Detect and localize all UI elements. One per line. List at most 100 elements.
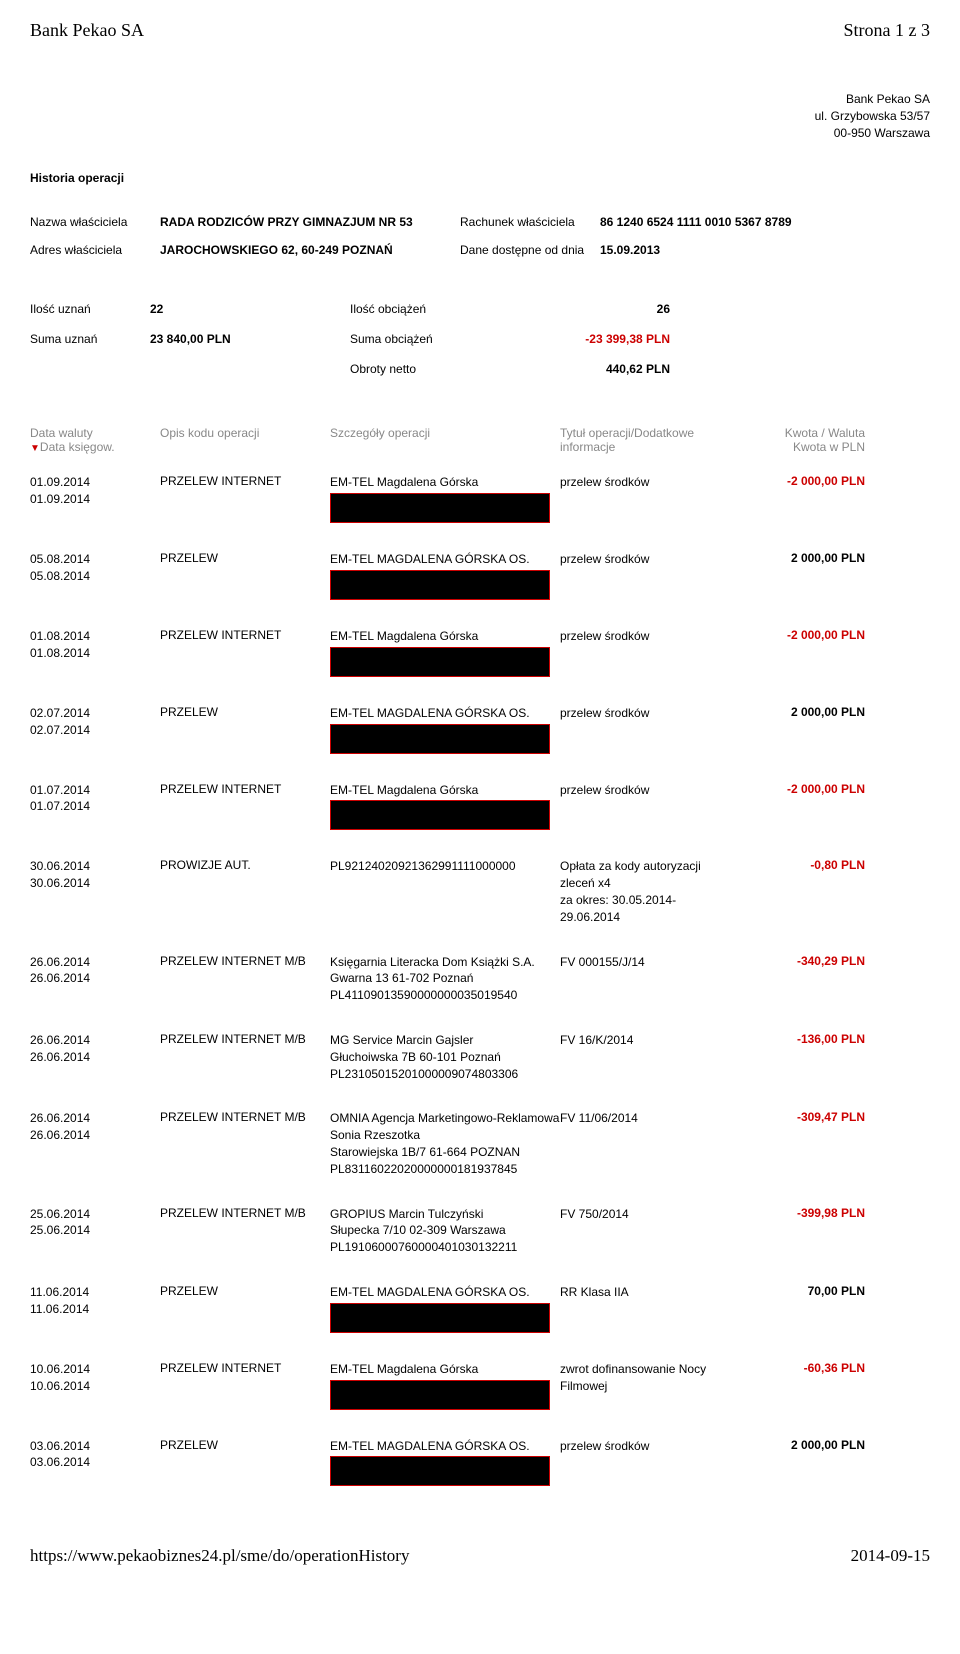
redacted-block	[330, 647, 550, 677]
redacted-block	[330, 1456, 550, 1486]
txn-dates: 10.06.201410.06.2014	[30, 1361, 160, 1395]
transaction-row: 25.06.201425.06.2014PRZELEW INTERNET M/B…	[30, 1206, 930, 1256]
history-title: Historia operacji	[30, 171, 930, 185]
txn-amount: -0,80 PLN	[735, 858, 865, 872]
txn-title: przelew środków	[560, 474, 735, 491]
col-date: Data waluty ▼Data księgow.	[30, 426, 160, 454]
credit-sum: 23 840,00 PLN	[150, 332, 350, 346]
txn-detail: EM-TEL MAGDALENA GÓRSKA OS.	[330, 551, 560, 600]
txn-detail: EM-TEL Magdalena Górska	[330, 628, 560, 677]
txn-amount: 2 000,00 PLN	[735, 1438, 865, 1452]
transaction-row: 05.08.201405.08.2014PRZELEWEM-TEL MAGDAL…	[30, 551, 930, 600]
txn-dates: 25.06.201425.06.2014	[30, 1206, 160, 1240]
txn-code: PRZELEW INTERNET	[160, 1361, 330, 1375]
txn-code: PRZELEW INTERNET	[160, 782, 330, 796]
avail-value: 15.09.2013	[600, 243, 860, 257]
txn-amount: 70,00 PLN	[735, 1284, 865, 1298]
txn-dates: 30.06.201430.06.2014	[30, 858, 160, 892]
txn-code: PRZELEW INTERNET M/B	[160, 1032, 330, 1046]
transaction-row: 02.07.201402.07.2014PRZELEWEM-TEL MAGDAL…	[30, 705, 930, 754]
transaction-row: 10.06.201410.06.2014PRZELEW INTERNETEM-T…	[30, 1361, 930, 1410]
column-headers: Data waluty ▼Data księgow. Opis kodu ope…	[30, 426, 930, 454]
txn-detail: OMNIA Agencja Marketingowo-Reklamowa Son…	[330, 1110, 560, 1177]
transaction-row: 26.06.201426.06.2014PRZELEW INTERNET M/B…	[30, 954, 930, 1004]
txn-detail: PL92124020921362991111000000	[330, 858, 560, 875]
txn-detail: EM-TEL MAGDALENA GÓRSKA OS.	[330, 1284, 560, 1333]
transaction-row: 30.06.201430.06.2014PROWIZJE AUT.PL92124…	[30, 858, 930, 925]
txn-amount: -2 000,00 PLN	[735, 628, 865, 642]
txn-dates: 03.06.201403.06.2014	[30, 1438, 160, 1472]
credit-count-label: Ilość uznań	[30, 302, 150, 316]
txn-detail: GROPIUS Marcin TulczyńskiSłupecka 7/10 0…	[330, 1206, 560, 1256]
header-left: Bank Pekao SA	[30, 20, 144, 41]
txn-amount: -340,29 PLN	[735, 954, 865, 968]
transaction-row: 01.08.201401.08.2014PRZELEW INTERNETEM-T…	[30, 628, 930, 677]
transaction-row: 03.06.201403.06.2014PRZELEWEM-TEL MAGDAL…	[30, 1438, 930, 1487]
col-detail: Szczegóły operacji	[330, 426, 560, 454]
txn-amount: -60,36 PLN	[735, 1361, 865, 1375]
txn-code: PROWIZJE AUT.	[160, 858, 330, 872]
txn-dates: 05.08.201405.08.2014	[30, 551, 160, 585]
footer-url: https://www.pekaobiznes24.pl/sme/do/oper…	[30, 1546, 409, 1566]
txn-code: PRZELEW INTERNET M/B	[160, 1206, 330, 1220]
txn-title: FV 750/2014	[560, 1206, 735, 1223]
txn-code: PRZELEW	[160, 705, 330, 719]
redacted-block	[330, 570, 550, 600]
txn-code: PRZELEW INTERNET M/B	[160, 1110, 330, 1124]
txn-title: przelew środków	[560, 1438, 735, 1455]
bank-address: Bank Pekao SA ul. Grzybowska 53/57 00-95…	[30, 91, 930, 141]
footer-date: 2014-09-15	[851, 1546, 930, 1566]
net-label: Obroty netto	[350, 362, 510, 376]
txn-code: PRZELEW	[160, 551, 330, 565]
page-header: Bank Pekao SA Strona 1 z 3	[30, 20, 930, 41]
owner-name-label: Nazwa właściciela	[30, 215, 160, 229]
txn-amount: -399,98 PLN	[735, 1206, 865, 1220]
header-right: Strona 1 z 3	[844, 20, 930, 41]
debit-count-label: Ilość obciążeń	[350, 302, 510, 316]
debit-sum: -23 399,38 PLN	[510, 332, 670, 346]
credit-sum-label: Suma uznań	[30, 332, 150, 346]
txn-amount: -2 000,00 PLN	[735, 474, 865, 488]
bank-name: Bank Pekao SA	[30, 91, 930, 108]
addr-value: JAROCHOWSKIEGO 62, 60-249 POZNAŃ	[160, 243, 460, 257]
txn-detail: EM-TEL MAGDALENA GÓRSKA OS.	[330, 1438, 560, 1487]
txn-dates: 26.06.201426.06.2014	[30, 1110, 160, 1144]
txn-dates: 26.06.201426.06.2014	[30, 954, 160, 988]
txn-detail: MG Service Marcin GajslerGłuchoiwska 7B …	[330, 1032, 560, 1082]
txn-title: FV 16/K/2014	[560, 1032, 735, 1049]
bank-street: ul. Grzybowska 53/57	[30, 108, 930, 125]
txn-dates: 26.06.201426.06.2014	[30, 1032, 160, 1066]
net-value: 440,62 PLN	[510, 362, 670, 376]
owner-info: Nazwa właściciela RADA RODZICÓW PRZY GIM…	[30, 215, 930, 257]
txn-detail: EM-TEL Magdalena Górska	[330, 1361, 560, 1410]
page-footer: https://www.pekaobiznes24.pl/sme/do/oper…	[30, 1546, 930, 1566]
transaction-row: 26.06.201426.06.2014PRZELEW INTERNET M/B…	[30, 1032, 930, 1082]
col-code: Opis kodu operacji	[160, 426, 330, 454]
txn-title: przelew środków	[560, 628, 735, 645]
txn-detail: EM-TEL Magdalena Górska	[330, 474, 560, 523]
transaction-row: 01.07.201401.07.2014PRZELEW INTERNETEM-T…	[30, 782, 930, 831]
account-label: Rachunek właściciela	[460, 215, 600, 229]
txn-amount: -136,00 PLN	[735, 1032, 865, 1046]
txn-code: PRZELEW INTERNET	[160, 628, 330, 642]
txn-dates: 01.08.201401.08.2014	[30, 628, 160, 662]
txn-amount: -2 000,00 PLN	[735, 782, 865, 796]
transaction-list: 01.09.201401.09.2014PRZELEW INTERNETEM-T…	[30, 474, 930, 1486]
debit-count: 26	[510, 302, 670, 316]
txn-code: PRZELEW	[160, 1284, 330, 1298]
txn-amount: -309,47 PLN	[735, 1110, 865, 1124]
txn-detail: Księgarnia Literacka Dom Książki S.A.Gwa…	[330, 954, 560, 1004]
redacted-block	[330, 493, 550, 523]
txn-amount: 2 000,00 PLN	[735, 551, 865, 565]
col-amount: Kwota / WalutaKwota w PLN	[735, 426, 865, 454]
txn-title: Opłata za kody autoryzacji zleceń x4za o…	[560, 858, 735, 925]
credit-count: 22	[150, 302, 350, 316]
txn-dates: 02.07.201402.07.2014	[30, 705, 160, 739]
bank-city: 00-950 Warszawa	[30, 125, 930, 142]
txn-code: PRZELEW INTERNET	[160, 474, 330, 488]
txn-dates: 01.09.201401.09.2014	[30, 474, 160, 508]
summary: Ilość uznań 22 Ilość obciążeń 26 Suma uz…	[30, 302, 930, 376]
debit-sum-label: Suma obciążeń	[350, 332, 510, 346]
txn-dates: 11.06.201411.06.2014	[30, 1284, 160, 1318]
col-title: Tytuł operacji/Dodatkowe informacje	[560, 426, 735, 454]
